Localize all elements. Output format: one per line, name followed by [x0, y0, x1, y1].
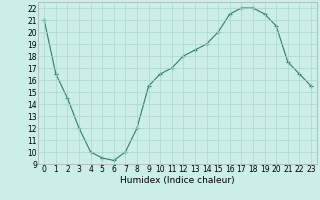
X-axis label: Humidex (Indice chaleur): Humidex (Indice chaleur): [120, 176, 235, 185]
